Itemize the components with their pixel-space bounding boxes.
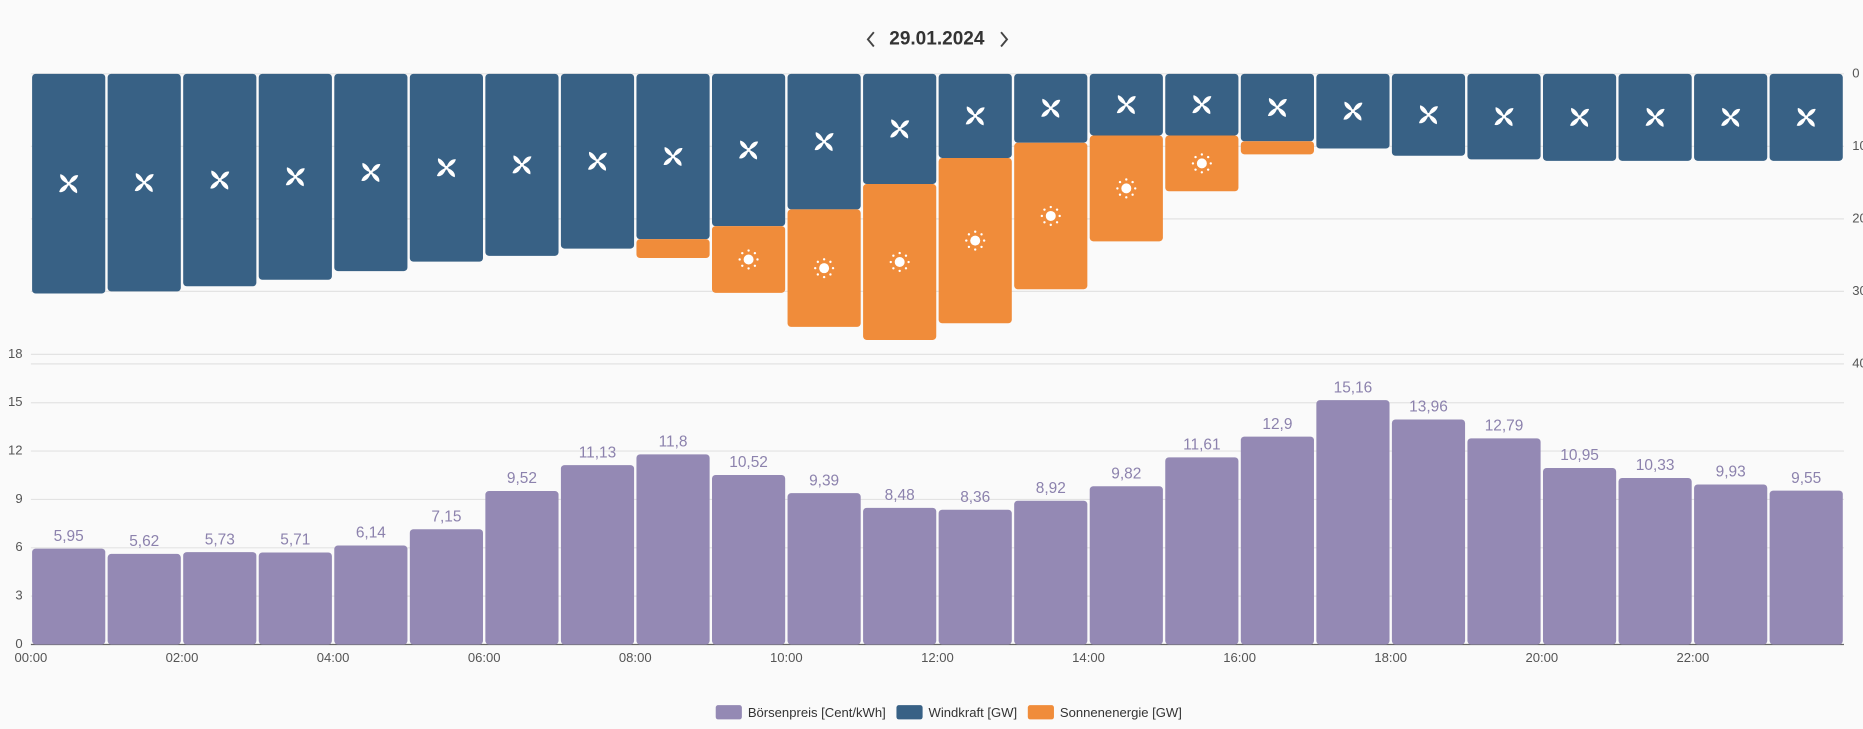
price-bar <box>1240 436 1314 645</box>
y-tick-label: 18 <box>8 346 23 361</box>
value-label: 10,95 <box>1560 447 1599 464</box>
price-bar <box>485 491 559 645</box>
price-bar <box>1165 457 1239 645</box>
value-label: 5,62 <box>129 533 159 550</box>
price-bar <box>1014 500 1088 645</box>
price-bar <box>938 509 1012 645</box>
date-title: 29.01.2024 <box>889 28 985 49</box>
value-label: 12,79 <box>1485 418 1524 435</box>
value-label: 9,93 <box>1716 464 1746 481</box>
price-bar <box>183 552 257 645</box>
value-label: 5,71 <box>280 532 310 549</box>
value-label: 11,61 <box>1183 437 1221 454</box>
y-tick-label: 9 <box>15 491 22 506</box>
value-label: 8,48 <box>885 487 915 504</box>
legend-label: Sonnenenergie [GW] <box>1060 705 1182 720</box>
legend-swatch <box>896 705 923 720</box>
energy-bar <box>636 239 710 259</box>
x-tick-label: 20:00 <box>1525 650 1558 665</box>
x-tick-label: 16:00 <box>1223 650 1256 665</box>
value-label: 11,13 <box>579 444 616 461</box>
legend-swatch <box>715 705 742 720</box>
value-label: 9,82 <box>1111 465 1141 482</box>
price-bar <box>1618 478 1692 645</box>
price-bar <box>1542 468 1617 645</box>
x-tick-label: 12:00 <box>921 650 954 665</box>
value-label: 9,52 <box>507 470 537 487</box>
value-label: 8,92 <box>1036 480 1066 497</box>
x-tick-label: 10:00 <box>770 650 803 665</box>
price-bar <box>1467 438 1541 645</box>
value-label: 5,73 <box>205 531 235 548</box>
value-label: 12,9 <box>1262 416 1292 433</box>
y2-tick-label: 40 <box>1852 355 1863 370</box>
value-label: 13,96 <box>1409 399 1448 416</box>
price-bar <box>636 454 710 645</box>
x-tick-label: 06:00 <box>468 650 501 665</box>
y-tick-label: 0 <box>15 636 22 651</box>
value-label: 11,8 <box>659 434 688 451</box>
price-bar <box>1769 490 1843 645</box>
energy-bar <box>1240 141 1314 155</box>
legend-label: Windkraft [GW] <box>929 705 1018 720</box>
legend-label: Börsenpreis [Cent/kWh] <box>748 705 886 720</box>
value-label: 5,95 <box>54 528 84 545</box>
value-label: 8,36 <box>960 489 990 506</box>
y2-tick-label: 10 <box>1852 138 1863 153</box>
price-bar <box>1391 419 1466 645</box>
price-bar <box>863 507 937 645</box>
price-bar <box>1089 486 1163 645</box>
price-bar <box>32 548 106 645</box>
y-tick-label: 12 <box>8 443 23 458</box>
y2-tick-label: 20 <box>1852 210 1863 225</box>
legend-swatch <box>1027 705 1054 720</box>
value-label: 15,16 <box>1334 379 1373 396</box>
x-tick-label: 00:00 <box>15 650 48 665</box>
x-tick-label: 08:00 <box>619 650 652 665</box>
value-label: 10,33 <box>1636 457 1675 474</box>
price-bar <box>334 545 408 645</box>
value-label: 7,15 <box>431 508 461 525</box>
x-tick-label: 22:00 <box>1677 650 1710 665</box>
x-tick-label: 14:00 <box>1072 650 1105 665</box>
x-tick-label: 04:00 <box>317 650 350 665</box>
value-label: 9,55 <box>1791 470 1821 487</box>
value-label: 10,52 <box>729 454 768 471</box>
prev-day[interactable] <box>866 31 875 48</box>
price-bar <box>560 465 635 645</box>
y-tick-label: 3 <box>15 588 22 603</box>
value-label: 9,39 <box>809 472 839 489</box>
price-bar <box>712 474 786 645</box>
x-tick-label: 18:00 <box>1374 650 1407 665</box>
price-bar <box>258 552 332 645</box>
y-tick-label: 6 <box>15 539 22 554</box>
price-bar <box>409 529 483 645</box>
value-label: 6,14 <box>356 525 386 542</box>
next-day[interactable] <box>1000 31 1009 48</box>
price-bar <box>787 493 861 645</box>
price-bar <box>1694 484 1768 645</box>
y-tick-label: 15 <box>8 394 23 409</box>
y2-tick-label: 30 <box>1852 283 1863 298</box>
price-bar <box>107 553 181 645</box>
x-tick-label: 02:00 <box>166 650 199 665</box>
price-bar <box>1316 400 1390 645</box>
y2-tick-label: 0 <box>1852 65 1859 80</box>
